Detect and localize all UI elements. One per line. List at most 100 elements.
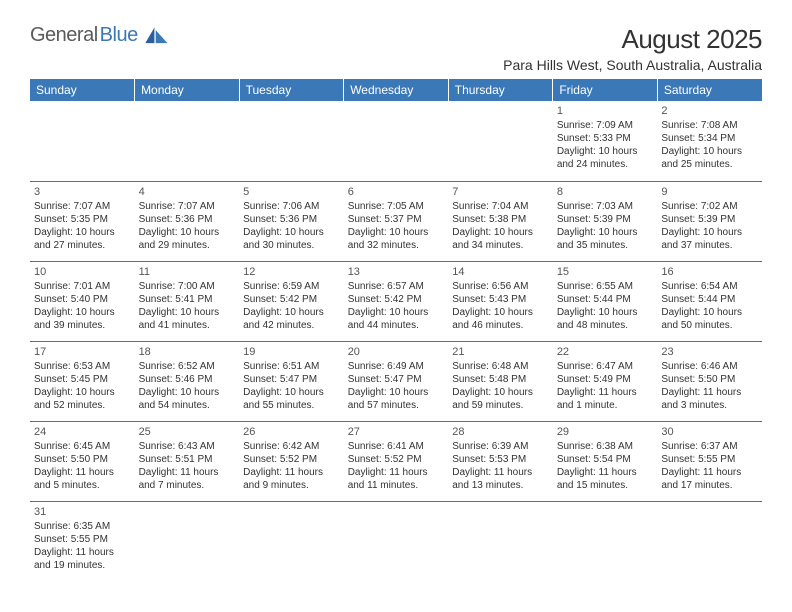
day-info: Sunrise: 6:57 AMSunset: 5:42 PMDaylight:… — [348, 280, 445, 332]
day-number: 26 — [243, 425, 340, 439]
day-info: Sunrise: 6:39 AMSunset: 5:53 PMDaylight:… — [452, 440, 549, 492]
day-info: Sunrise: 6:51 AMSunset: 5:47 PMDaylight:… — [243, 360, 340, 412]
calendar-cell: 20Sunrise: 6:49 AMSunset: 5:47 PMDayligh… — [344, 341, 449, 421]
day-number: 22 — [557, 345, 654, 359]
calendar-cell — [344, 101, 449, 181]
calendar-cell: 11Sunrise: 7:00 AMSunset: 5:41 PMDayligh… — [135, 261, 240, 341]
day-info: Sunrise: 7:08 AMSunset: 5:34 PMDaylight:… — [661, 119, 758, 171]
calendar-cell: 24Sunrise: 6:45 AMSunset: 5:50 PMDayligh… — [30, 421, 135, 501]
day-number: 16 — [661, 265, 758, 279]
calendar-cell: 14Sunrise: 6:56 AMSunset: 5:43 PMDayligh… — [448, 261, 553, 341]
calendar-cell: 16Sunrise: 6:54 AMSunset: 5:44 PMDayligh… — [657, 261, 762, 341]
day-number: 4 — [139, 185, 236, 199]
day-number: 29 — [557, 425, 654, 439]
day-number: 7 — [452, 185, 549, 199]
day-number: 24 — [34, 425, 131, 439]
calendar-cell — [448, 101, 553, 181]
calendar-cell: 17Sunrise: 6:53 AMSunset: 5:45 PMDayligh… — [30, 341, 135, 421]
calendar-cell: 19Sunrise: 6:51 AMSunset: 5:47 PMDayligh… — [239, 341, 344, 421]
calendar-cell: 28Sunrise: 6:39 AMSunset: 5:53 PMDayligh… — [448, 421, 553, 501]
day-number: 8 — [557, 185, 654, 199]
calendar-cell — [135, 101, 240, 181]
day-header-monday: Monday — [135, 79, 240, 101]
logo: GeneralBlue — [30, 24, 170, 47]
calendar-cell: 5Sunrise: 7:06 AMSunset: 5:36 PMDaylight… — [239, 181, 344, 261]
calendar-cell: 15Sunrise: 6:55 AMSunset: 5:44 PMDayligh… — [553, 261, 658, 341]
day-number: 19 — [243, 345, 340, 359]
day-info: Sunrise: 6:43 AMSunset: 5:51 PMDaylight:… — [139, 440, 236, 492]
day-number: 27 — [348, 425, 445, 439]
day-number: 1 — [557, 104, 654, 118]
day-info: Sunrise: 6:49 AMSunset: 5:47 PMDaylight:… — [348, 360, 445, 412]
day-info: Sunrise: 6:45 AMSunset: 5:50 PMDaylight:… — [34, 440, 131, 492]
day-number: 15 — [557, 265, 654, 279]
calendar-cell: 10Sunrise: 7:01 AMSunset: 5:40 PMDayligh… — [30, 261, 135, 341]
day-info: Sunrise: 7:01 AMSunset: 5:40 PMDaylight:… — [34, 280, 131, 332]
calendar-cell: 27Sunrise: 6:41 AMSunset: 5:52 PMDayligh… — [344, 421, 449, 501]
day-number: 13 — [348, 265, 445, 279]
day-info: Sunrise: 6:52 AMSunset: 5:46 PMDaylight:… — [139, 360, 236, 412]
calendar-cell — [448, 501, 553, 581]
day-header-tuesday: Tuesday — [239, 79, 344, 101]
day-number: 17 — [34, 345, 131, 359]
day-number: 9 — [661, 185, 758, 199]
day-number: 23 — [661, 345, 758, 359]
day-number: 3 — [34, 185, 131, 199]
calendar-cell: 22Sunrise: 6:47 AMSunset: 5:49 PMDayligh… — [553, 341, 658, 421]
logo-text-blue: Blue — [100, 24, 138, 47]
day-info: Sunrise: 6:35 AMSunset: 5:55 PMDaylight:… — [34, 520, 131, 572]
day-info: Sunrise: 7:06 AMSunset: 5:36 PMDaylight:… — [243, 200, 340, 252]
calendar-cell: 23Sunrise: 6:46 AMSunset: 5:50 PMDayligh… — [657, 341, 762, 421]
day-info: Sunrise: 6:38 AMSunset: 5:54 PMDaylight:… — [557, 440, 654, 492]
calendar-cell: 18Sunrise: 6:52 AMSunset: 5:46 PMDayligh… — [135, 341, 240, 421]
day-info: Sunrise: 6:56 AMSunset: 5:43 PMDaylight:… — [452, 280, 549, 332]
calendar-cell: 30Sunrise: 6:37 AMSunset: 5:55 PMDayligh… — [657, 421, 762, 501]
day-number: 31 — [34, 505, 131, 519]
day-number: 12 — [243, 265, 340, 279]
day-header-wednesday: Wednesday — [344, 79, 449, 101]
calendar-cell — [657, 501, 762, 581]
day-number: 14 — [452, 265, 549, 279]
calendar-cell: 7Sunrise: 7:04 AMSunset: 5:38 PMDaylight… — [448, 181, 553, 261]
calendar-cell: 1Sunrise: 7:09 AMSunset: 5:33 PMDaylight… — [553, 101, 658, 181]
day-number: 20 — [348, 345, 445, 359]
day-info: Sunrise: 7:02 AMSunset: 5:39 PMDaylight:… — [661, 200, 758, 252]
day-number: 25 — [139, 425, 236, 439]
day-info: Sunrise: 6:41 AMSunset: 5:52 PMDaylight:… — [348, 440, 445, 492]
location-text: Para Hills West, South Australia, Austra… — [503, 57, 762, 73]
calendar-cell — [30, 101, 135, 181]
day-info: Sunrise: 6:54 AMSunset: 5:44 PMDaylight:… — [661, 280, 758, 332]
day-info: Sunrise: 6:47 AMSunset: 5:49 PMDaylight:… — [557, 360, 654, 412]
header-row: GeneralBlue August 2025 Para Hills West,… — [30, 24, 762, 73]
calendar-cell — [239, 101, 344, 181]
calendar-cell: 31Sunrise: 6:35 AMSunset: 5:55 PMDayligh… — [30, 501, 135, 581]
calendar-cell: 9Sunrise: 7:02 AMSunset: 5:39 PMDaylight… — [657, 181, 762, 261]
day-info: Sunrise: 6:55 AMSunset: 5:44 PMDaylight:… — [557, 280, 654, 332]
sail-icon — [144, 26, 170, 46]
calendar-cell: 29Sunrise: 6:38 AMSunset: 5:54 PMDayligh… — [553, 421, 658, 501]
day-info: Sunrise: 7:04 AMSunset: 5:38 PMDaylight:… — [452, 200, 549, 252]
day-header-sunday: Sunday — [30, 79, 135, 101]
day-header-saturday: Saturday — [657, 79, 762, 101]
calendar-cell — [344, 501, 449, 581]
calendar-cell: 13Sunrise: 6:57 AMSunset: 5:42 PMDayligh… — [344, 261, 449, 341]
day-info: Sunrise: 7:07 AMSunset: 5:36 PMDaylight:… — [139, 200, 236, 252]
calendar-cell: 25Sunrise: 6:43 AMSunset: 5:51 PMDayligh… — [135, 421, 240, 501]
day-number: 10 — [34, 265, 131, 279]
day-number: 18 — [139, 345, 236, 359]
calendar-cell: 21Sunrise: 6:48 AMSunset: 5:48 PMDayligh… — [448, 341, 553, 421]
calendar-cell: 6Sunrise: 7:05 AMSunset: 5:37 PMDaylight… — [344, 181, 449, 261]
calendar-table: SundayMondayTuesdayWednesdayThursdayFrid… — [30, 79, 762, 581]
day-number: 5 — [243, 185, 340, 199]
logo-text-general: General — [30, 24, 98, 47]
day-info: Sunrise: 6:42 AMSunset: 5:52 PMDaylight:… — [243, 440, 340, 492]
day-info: Sunrise: 6:53 AMSunset: 5:45 PMDaylight:… — [34, 360, 131, 412]
calendar-cell: 8Sunrise: 7:03 AMSunset: 5:39 PMDaylight… — [553, 181, 658, 261]
calendar-cell: 3Sunrise: 7:07 AMSunset: 5:35 PMDaylight… — [30, 181, 135, 261]
heading: August 2025 Para Hills West, South Austr… — [503, 24, 762, 73]
day-info: Sunrise: 7:00 AMSunset: 5:41 PMDaylight:… — [139, 280, 236, 332]
day-info: Sunrise: 6:59 AMSunset: 5:42 PMDaylight:… — [243, 280, 340, 332]
day-header-friday: Friday — [553, 79, 658, 101]
day-info: Sunrise: 7:05 AMSunset: 5:37 PMDaylight:… — [348, 200, 445, 252]
day-info: Sunrise: 7:09 AMSunset: 5:33 PMDaylight:… — [557, 119, 654, 171]
